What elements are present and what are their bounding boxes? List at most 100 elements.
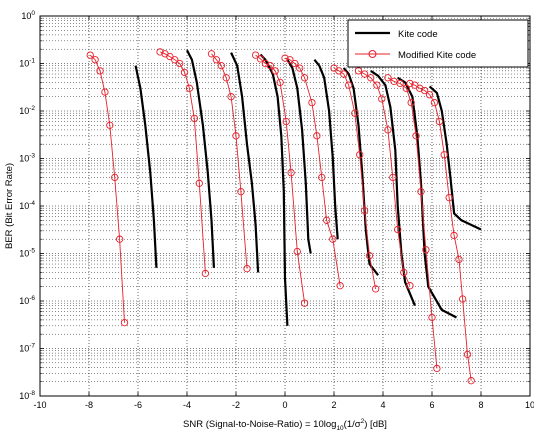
modified-kite-point [243,264,251,273]
modified-kite-point [227,93,235,101]
modified-kite-point [406,282,414,290]
legend-modified-marker [368,50,377,58]
modified-kite-point [86,51,94,59]
modified-kite-point [293,247,301,256]
modified-kite-point [428,313,436,322]
modified-kite-point [430,98,439,107]
modified-kite-point [287,169,295,177]
modified-kite-point [106,121,114,129]
modified-kite-point [336,282,344,290]
modified-kite-point [354,67,363,75]
y-tick-label: 10-5 [19,248,35,259]
modified-kite-curve-5 [284,57,341,286]
modified-kite-point [467,377,475,385]
modified-kite-point [313,132,321,140]
modified-kite-point [308,98,316,107]
modified-kite-point [190,114,199,123]
kite-code-curve-6 [313,59,339,240]
modified-kite-curve-9 [409,83,472,381]
kite-code-curve-10 [428,85,482,231]
modified-kite-point [367,74,375,82]
modified-kite-point [351,109,359,117]
x-tick-label: 6 [429,400,434,410]
y-tick-label: 10-6 [19,295,35,306]
axis-ticks [39,15,531,397]
modified-kite-curve-2 [159,51,206,274]
modified-kite-point [340,70,348,78]
modified-kite-curve-1 [89,54,125,323]
modified-kite-point [407,98,415,107]
modified-kite-point [300,299,309,307]
modified-kite-point [455,255,463,264]
series-layer [86,48,482,385]
modified-kite-point [318,173,326,182]
modified-kite-point [101,88,109,96]
modified-kite-point [120,319,129,327]
modified-kite-point [195,179,203,187]
modified-kite-point [412,132,420,140]
modified-kite-point [232,132,240,140]
x-axis-title: SNR (Signal-to-Noise-Ratio) = 10log10(1/… [183,418,387,432]
modified-kite-point [111,173,119,182]
modified-kite-point [251,51,260,59]
modified-kite-point [389,173,397,182]
modified-kite-point [322,216,331,224]
modified-kite-point [416,84,424,92]
modified-kite-point [266,62,274,70]
modified-kite-point [237,188,245,196]
modified-kite-point [420,86,429,95]
modified-kite-point [396,79,404,88]
modified-kite-point [384,126,392,134]
modified-kite-point [450,231,458,240]
modified-kite-point [356,151,364,159]
modified-kite-point [212,56,221,64]
legend-box [347,19,529,68]
modified-kite-point [276,78,284,87]
modified-kite-point [300,74,309,82]
modified-kite-point [96,67,104,75]
modified-kite-point [378,95,386,103]
modified-kite-point [180,68,189,77]
modified-kite-point [394,225,402,234]
modified-kite-point [365,252,374,260]
axis-tick-labels: -10 -8 -6 -4 -2 0 2 4 6 8 10 100 10-1 10-2 10-3 10-4 10-… [19,10,534,410]
modified-kite-point [175,59,184,68]
modified-kite-point [185,84,194,92]
legend-modified-label: Modified Kite code [398,50,476,61]
modified-kite-point [360,206,369,215]
y-tick-label: 10-4 [19,200,35,211]
modified-kite-point [91,56,99,64]
modified-kite-point [371,285,380,293]
modified-kite-point [402,84,410,92]
y-tick-label: 100 [21,10,35,21]
modified-kite-point [171,56,179,64]
modified-kite-point [425,91,434,99]
x-tick-label: -6 [134,400,142,410]
modified-kite-point [458,295,467,303]
x-tick-label: 4 [380,400,385,410]
y-tick-label: 10-8 [19,390,35,401]
modified-kite-curve-6 [333,67,377,289]
modified-kite-point [286,56,294,64]
modified-kite-point [384,74,392,82]
y-tick-label: 10-3 [19,153,35,164]
modified-kite-point [440,151,448,159]
modified-kite-point [422,246,430,254]
x-tick-label: -4 [183,400,191,410]
x-tick-label: -8 [85,400,93,410]
modified-kite-point [433,364,441,373]
modified-kite-point [156,48,164,56]
kite-code-curve-9 [397,76,458,319]
modified-kite-point [115,235,124,243]
x-tick-label: -10 [33,400,46,410]
kite-code-curve-2 [186,49,215,268]
kite-code-curve-1 [134,65,158,268]
modified-kite-point [201,269,210,278]
kite-code-curve-5 [286,59,312,254]
modified-kite-point [360,70,369,78]
legend: Kite code Modified Kite code [347,19,529,68]
modified-kite-point [281,54,289,62]
modified-kite-point [222,74,230,82]
modified-kite-point [406,79,414,88]
